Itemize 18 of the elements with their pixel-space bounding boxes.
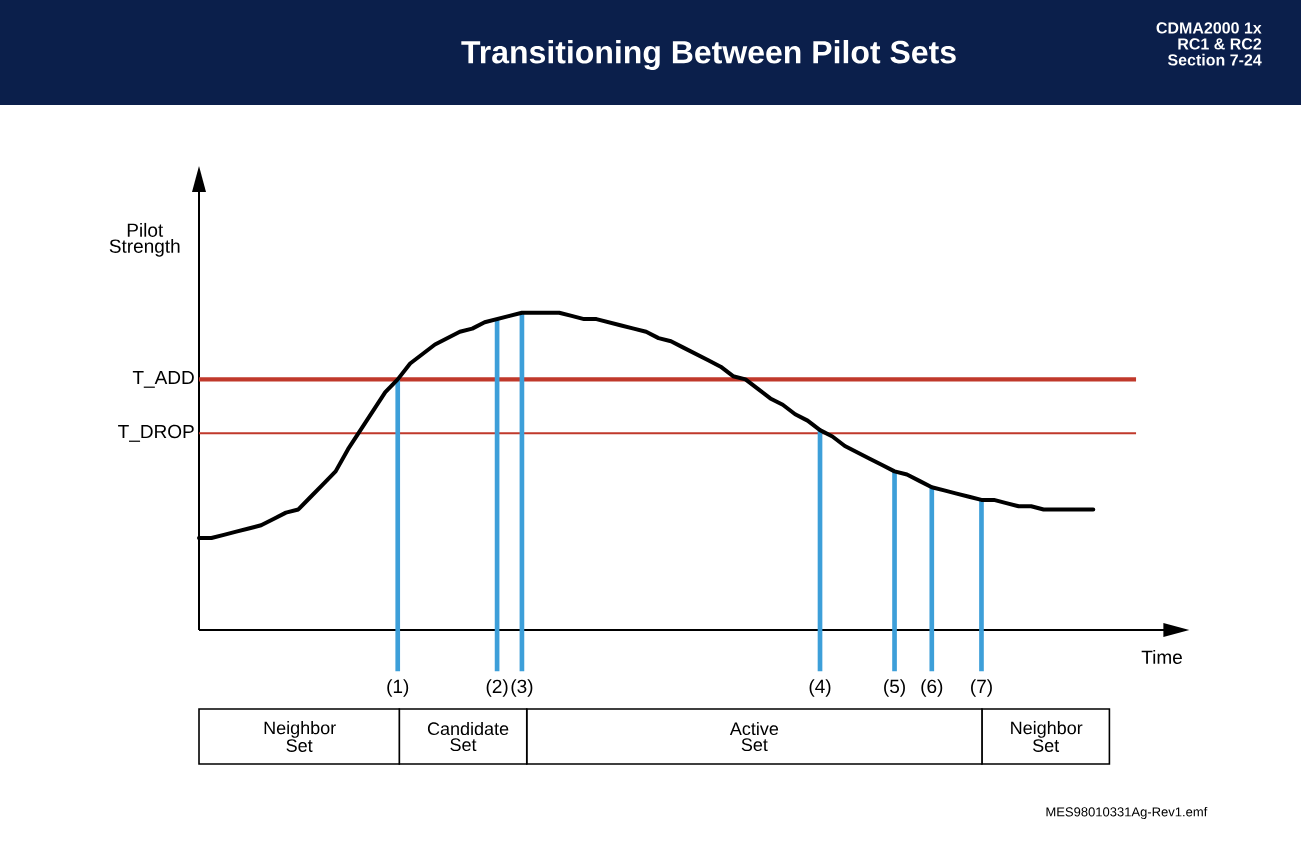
x-tick-label: (5) [884, 679, 905, 697]
x-tick-label: (2) [486, 679, 508, 697]
text: MES98010331Ag-Rev1.emf [1046, 806, 1208, 820]
text: CDMA2000 1x RC1 & RC2 Section 7-24 [1156, 22, 1262, 66]
x-axis-title: Time [1141, 649, 1182, 664]
series-label: Neighbor Set [1011, 721, 1083, 752]
chart-title: Transitioning Between Pilot Sets [461, 40, 956, 70]
x-tick-label: (6) [921, 679, 943, 697]
x-tick-label: (1) [387, 679, 409, 697]
series-label: Active Set [729, 721, 779, 752]
y-axis-title: Pilot Strength [109, 222, 180, 257]
series-label: Neighbor Set [264, 721, 336, 752]
series-label: Candidate Set [427, 721, 509, 752]
x-tick-label: (7) [971, 679, 992, 697]
ref-line-label: T_DROP [118, 424, 194, 442]
x-tick-label: (3) [511, 679, 533, 697]
x-tick-label: (4) [809, 679, 831, 697]
ref-line-label: T_ADD [132, 370, 194, 388]
